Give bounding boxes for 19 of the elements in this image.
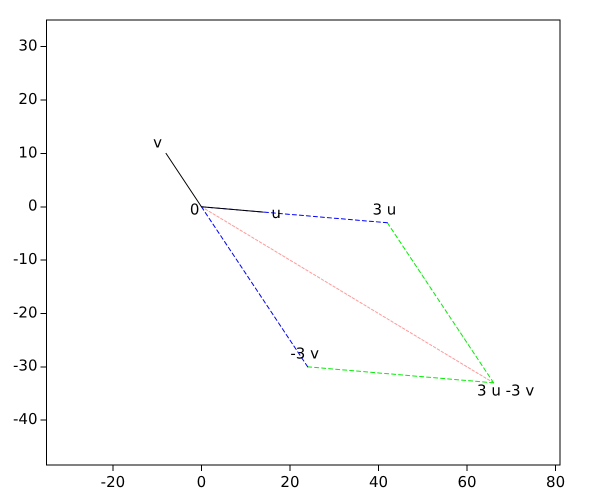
annotation: 0 [190, 200, 200, 219]
x-tick-label: -20 [100, 472, 126, 491]
x-tick-label: 80 [546, 472, 566, 491]
x-tick-label: 60 [457, 472, 477, 491]
annotation: -3 v [290, 344, 320, 363]
annotation: v [153, 133, 162, 152]
y-tick-label: -20 [13, 303, 38, 322]
y-tick-label: -30 [13, 356, 38, 375]
y-tick-label: -40 [13, 410, 38, 428]
x-tick-label: 20 [280, 472, 300, 491]
y-tick-label: 10 [18, 143, 38, 162]
y-tick-label: 0 [28, 196, 38, 215]
x-tick-label: 0 [196, 472, 206, 491]
y-tick-label: 20 [18, 90, 38, 108]
y-tick-label: -10 [13, 250, 38, 268]
x-tick-label: 40 [368, 472, 388, 491]
annotation: 3 u [372, 200, 396, 219]
y-tick-label: 30 [18, 36, 38, 55]
annotation: 3 u -3 v [477, 382, 534, 400]
